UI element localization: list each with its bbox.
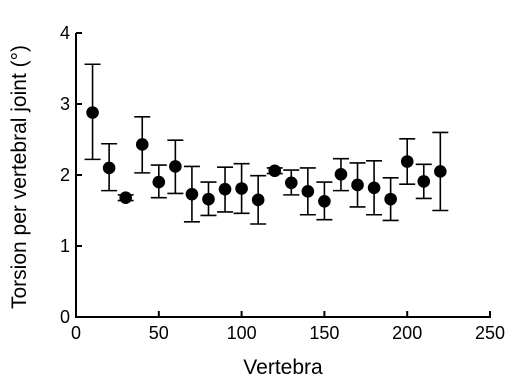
data-point [284,176,298,190]
data-point [318,194,331,208]
x-tick-label: 50 [149,323,169,343]
data-points [86,106,447,208]
data-point [218,182,232,196]
data-point [334,167,348,181]
axes [75,33,491,318]
data-point [301,185,315,198]
data-point [152,175,166,189]
y-tick-label: 2 [60,165,70,185]
data-point [251,193,265,207]
data-point [135,138,149,151]
y-axis-ticks: 0 1 2 3 4 [60,23,82,327]
x-tick-label: 150 [309,323,339,343]
x-axis-title: Vertebra [243,356,323,379]
data-point [235,182,248,195]
data-point [202,192,215,206]
data-point [351,178,364,192]
x-axis-ticks: 0 50 100 150 200 250 [71,311,505,343]
x-tick-label: 250 [475,323,505,343]
data-point [434,165,447,178]
data-point [185,187,199,201]
data-point [119,191,132,205]
data-point [268,164,282,178]
data-point [367,181,381,195]
x-tick-label: 0 [71,323,81,343]
data-point [400,155,414,168]
y-tick-label: 1 [60,236,70,256]
data-point [102,161,116,175]
y-tick-label: 4 [60,23,70,43]
data-point [86,106,99,119]
x-tick-label: 200 [392,323,422,343]
data-point [417,175,431,188]
y-tick-label: 0 [60,307,70,327]
y-axis-title: Torsion per vertebral joint (°) [8,45,31,309]
x-tick-label: 100 [227,323,257,343]
data-point [384,192,397,206]
data-point [169,160,182,173]
y-tick-label: 3 [60,94,70,114]
